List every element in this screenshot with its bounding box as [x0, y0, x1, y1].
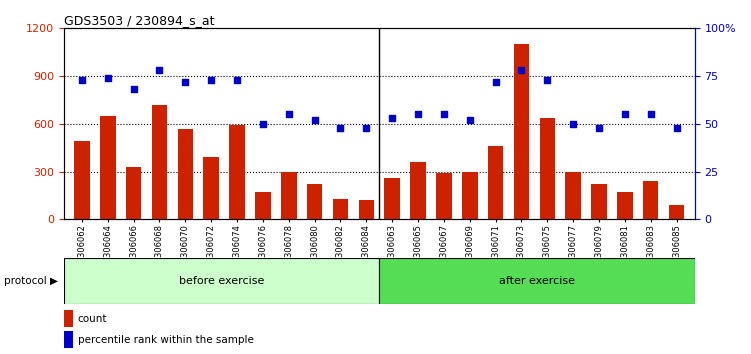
Point	[438, 112, 450, 117]
Point	[644, 112, 656, 117]
Point	[515, 68, 527, 73]
Bar	[281, 172, 297, 219]
Bar	[64, 331, 74, 348]
Bar	[591, 184, 607, 219]
Bar	[64, 258, 379, 304]
Bar	[152, 105, 167, 219]
Bar	[74, 141, 89, 219]
Bar	[566, 172, 581, 219]
Bar	[333, 199, 348, 219]
Bar	[436, 173, 451, 219]
Bar	[358, 200, 374, 219]
Point	[205, 77, 217, 83]
Bar	[177, 129, 193, 219]
Point	[283, 112, 295, 117]
Bar	[669, 205, 684, 219]
Bar	[100, 116, 116, 219]
Point	[541, 77, 553, 83]
Point	[179, 79, 192, 85]
Text: before exercise: before exercise	[179, 276, 264, 286]
Text: GDS3503 / 230894_s_at: GDS3503 / 230894_s_at	[64, 14, 214, 27]
Bar	[410, 162, 426, 219]
Point	[76, 77, 88, 83]
Point	[671, 125, 683, 131]
Text: protocol ▶: protocol ▶	[4, 276, 58, 286]
Point	[593, 125, 605, 131]
Point	[309, 117, 321, 123]
Point	[128, 87, 140, 92]
Point	[412, 112, 424, 117]
Point	[153, 68, 165, 73]
Point	[257, 121, 269, 127]
Bar	[204, 157, 219, 219]
Bar	[379, 258, 695, 304]
Bar	[617, 193, 632, 219]
Text: percentile rank within the sample: percentile rank within the sample	[77, 335, 254, 345]
Bar	[385, 178, 400, 219]
Point	[102, 75, 114, 81]
Point	[386, 115, 398, 121]
Bar	[514, 44, 529, 219]
Text: after exercise: after exercise	[499, 276, 575, 286]
Bar	[643, 181, 659, 219]
Point	[490, 79, 502, 85]
Bar	[229, 126, 245, 219]
Point	[567, 121, 579, 127]
Point	[231, 77, 243, 83]
Bar	[488, 146, 503, 219]
Bar	[462, 172, 478, 219]
Bar	[64, 310, 74, 327]
Bar	[126, 167, 141, 219]
Text: count: count	[77, 314, 107, 324]
Bar	[255, 193, 270, 219]
Point	[360, 125, 372, 131]
Point	[463, 117, 475, 123]
Point	[334, 125, 346, 131]
Bar	[539, 118, 555, 219]
Point	[619, 112, 631, 117]
Bar	[307, 184, 322, 219]
